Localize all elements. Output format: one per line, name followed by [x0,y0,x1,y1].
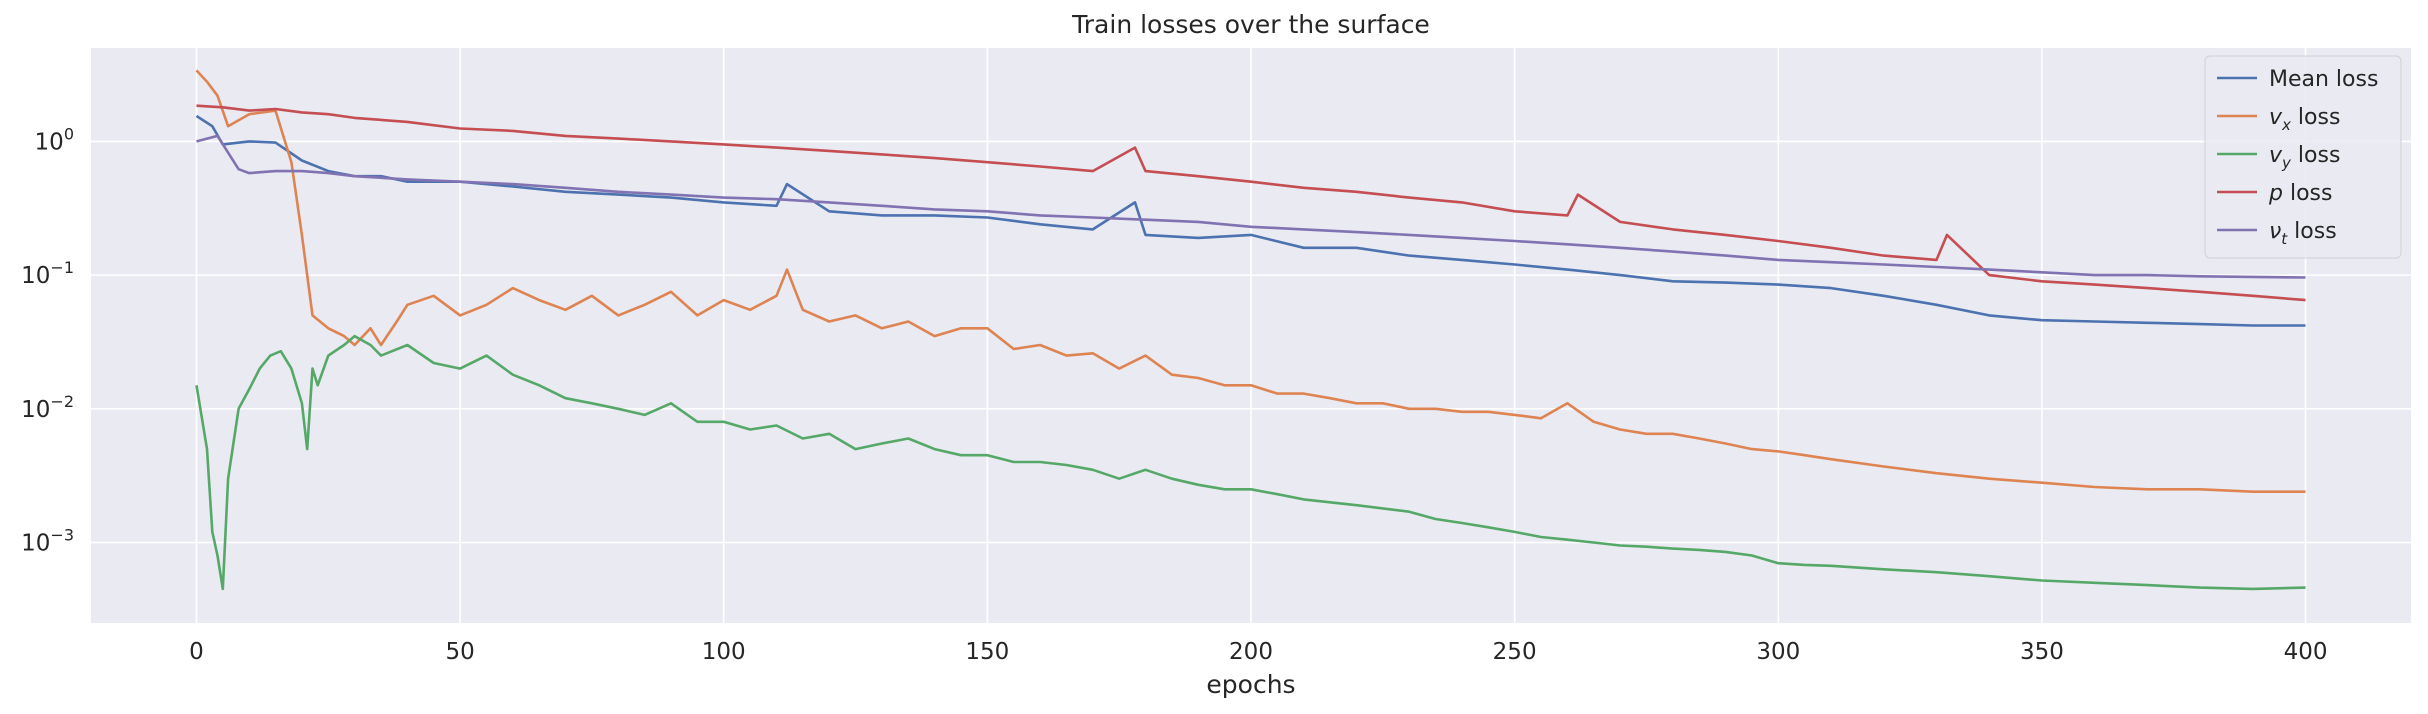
series-line-0 [195,114,2306,327]
x-tick-label: 0 [189,639,204,665]
x-tick-label: 150 [965,639,1009,665]
series-line-3 [196,104,2306,302]
x-tick-label: 350 [2020,639,2064,665]
legend-entry: νt loss [2269,219,2337,248]
x-tick-label: 400 [2284,639,2328,665]
series-line-2 [195,334,2306,591]
legend-box [2204,55,2402,259]
x-tick-label: 50 [445,639,474,665]
y-tick-label: 10−1 [21,258,74,289]
x-tick-label: 300 [1756,639,1800,665]
series-line-4 [196,134,2306,279]
y-tick-label: 10−3 [21,526,74,557]
x-axis-label: epochs [1206,670,1295,699]
series-lines [195,69,2306,591]
chart-title: Train losses over the surface [1071,10,1430,39]
x-tick-label: 200 [1229,639,1273,665]
legend-entry: vy loss [2269,143,2340,172]
y-tick-label: 10−2 [21,392,74,423]
x-tick-label: 250 [1493,639,1537,665]
series-line-1 [195,69,2306,493]
legend-entry: p loss [2268,181,2332,206]
x-tick-labels: 0 50 100 150 200 250 300 350 400 [189,639,2327,665]
x-tick-label: 100 [702,639,746,665]
y-tick-label: 100 [35,124,74,155]
legend-entry: vx loss [2269,105,2340,134]
legend: Mean loss vx loss vy loss p loss νt loss [2204,55,2402,259]
y-tick-labels: 100 10−1 10−2 10−3 [21,124,74,556]
legend-entry: Mean loss [2269,67,2378,92]
